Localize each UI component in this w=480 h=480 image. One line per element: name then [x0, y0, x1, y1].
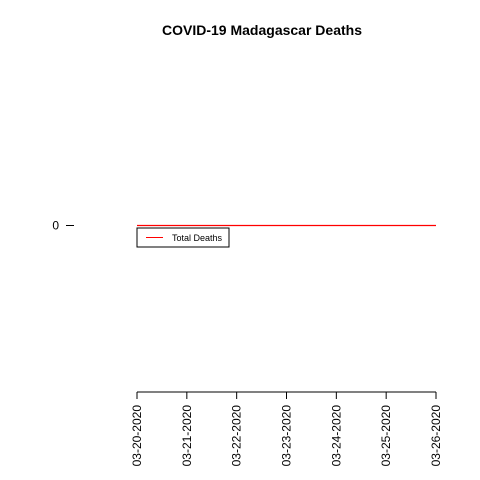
y-tick-label: 0: [52, 219, 59, 233]
x-tick-label: 03-23-2020: [280, 405, 294, 467]
x-tick-label: 03-20-2020: [130, 405, 144, 467]
x-tick-label: 03-22-2020: [230, 405, 244, 467]
y-axis: 0: [52, 219, 74, 233]
legend-box: [136, 227, 230, 248]
x-tick-label: 03-21-2020: [180, 405, 194, 467]
legend: Total Deaths: [136, 227, 230, 248]
legend-label-total-deaths: Total Deaths: [172, 233, 223, 243]
x-axis: 03-20-2020 03-21-2020 03-22-2020 03-23-2020…: [130, 391, 443, 467]
chart-title: COVID-19 Madagascar Deaths: [162, 22, 362, 38]
x-tick-label: 03-24-2020: [329, 405, 343, 467]
x-tick-label: 03-26-2020: [429, 405, 443, 467]
x-tick-label: 03-25-2020: [379, 405, 393, 467]
